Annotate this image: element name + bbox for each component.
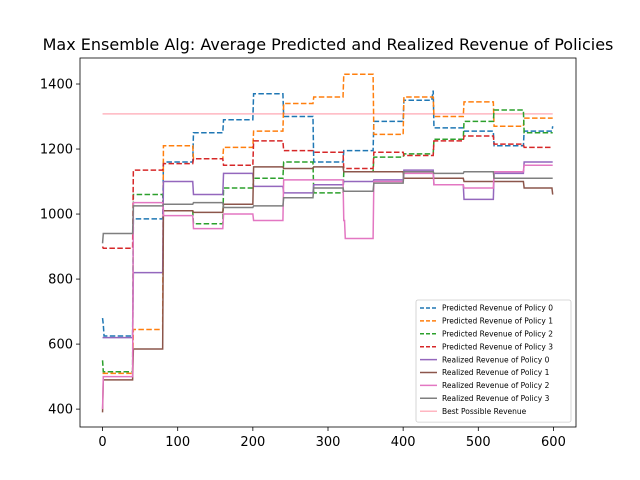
series-line-realized-revenue-of-policy-1: [101, 166, 554, 413]
x-tick-label: 400: [391, 435, 416, 450]
legend-entry: Best Possible Revenue: [442, 407, 527, 416]
legend-entry: Predicted Revenue of Policy 1: [442, 317, 553, 326]
x-tick-label: 0: [98, 435, 106, 450]
legend: Predicted Revenue of Policy 0 Predicted R…: [415, 299, 572, 423]
x-tick-label: 200: [240, 435, 265, 450]
legend-entry: Predicted Revenue of Policy 3: [442, 342, 553, 351]
legend-entry: Realized Revenue of Policy 2: [442, 381, 550, 390]
x-tick-label: 300: [316, 435, 341, 450]
chart-title: Max Ensemble Alg: Average Predicted and …: [43, 35, 614, 54]
x-tick-label: 600: [541, 435, 566, 450]
legend-entry: Realized Revenue of Policy 1: [442, 368, 550, 377]
x-tick-label: 100: [165, 435, 190, 450]
series-line-realized-revenue-of-policy-2: [101, 164, 553, 410]
series-line-predicted-revenue-of-policy-3: [101, 135, 553, 249]
x-tick-label: 500: [466, 435, 491, 450]
series-line-realized-revenue-of-policy-3: [101, 171, 553, 244]
series-line-predicted-revenue-of-policy-1: [102, 73, 553, 375]
y-tick-label: 800: [48, 273, 73, 288]
y-tick-label: 600: [48, 338, 73, 353]
y-tick-label: 1400: [40, 78, 73, 93]
series-line-predicted-revenue-of-policy-0: [101, 90, 554, 337]
series-line-predicted-revenue-of-policy-2: [101, 109, 553, 373]
legend-entry: Realized Revenue of Policy 0: [442, 355, 550, 364]
plot-frame: [79, 57, 577, 428]
y-tick-label: 400: [48, 403, 73, 418]
legend-entry: Realized Revenue of Policy 3: [442, 394, 550, 403]
legend-box: [415, 299, 572, 423]
y-tick-label: 1200: [40, 143, 73, 158]
y-tick-label: 1000: [40, 208, 73, 223]
legend-entry: Predicted Revenue of Policy 0: [442, 304, 553, 313]
legend-entry: Predicted Revenue of Policy 2: [442, 330, 553, 339]
